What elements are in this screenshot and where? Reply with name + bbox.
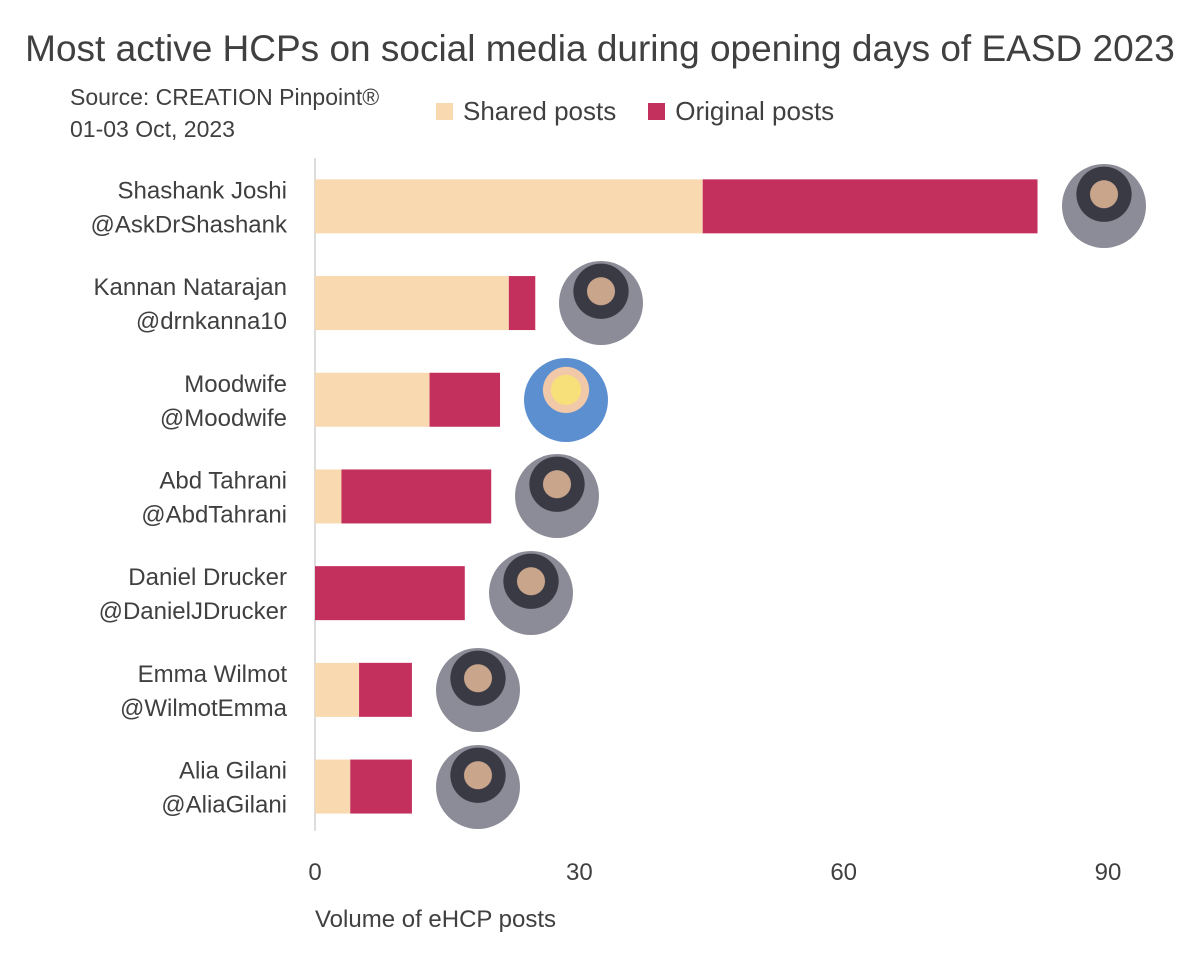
bar-original xyxy=(315,566,465,621)
chart-title: Most active HCPs on social media during … xyxy=(25,28,1175,69)
x-tick-label: 30 xyxy=(566,859,593,886)
legend-swatch-original xyxy=(648,102,666,120)
avatar xyxy=(559,261,644,346)
legend-swatch-shared xyxy=(436,102,453,120)
x-tick-label: 90 xyxy=(1095,859,1122,886)
category-label-handle: @AskDrShashank xyxy=(91,211,288,238)
avatar xyxy=(515,454,600,539)
category-label-handle: @Moodwife xyxy=(160,405,287,432)
avatar xyxy=(435,647,520,732)
category-label-handle: @DanielJDrucker xyxy=(99,598,287,625)
category-label-handle: @WilmotEmma xyxy=(120,695,288,722)
avatar xyxy=(1061,164,1146,249)
legend-item-original[interactable]: Original posts xyxy=(648,96,834,127)
category-label-handle: @AliaGilani xyxy=(161,792,287,819)
date-range-label: 01-03 Oct, 2023 xyxy=(70,116,235,142)
category-label-name: Moodwife xyxy=(184,371,287,398)
bar-shared xyxy=(315,179,703,234)
bar-shared xyxy=(315,662,360,717)
bar-original xyxy=(359,662,412,717)
bar-shared xyxy=(315,372,430,427)
legend-label-original: Original posts xyxy=(675,95,835,126)
bar-shared xyxy=(315,469,342,524)
bar-shared xyxy=(315,276,509,331)
category-label-handle: @AbdTahrani xyxy=(141,501,287,528)
bar-original xyxy=(350,759,412,814)
avatar xyxy=(524,357,609,442)
bar-original xyxy=(341,469,492,524)
category-label-name: Alia Gilani xyxy=(179,758,287,785)
x-tick-label: 0 xyxy=(308,859,321,886)
avatar xyxy=(488,551,573,636)
bar-original xyxy=(508,276,536,331)
legend-item-shared[interactable]: Shared posts xyxy=(436,96,616,127)
category-label-name: Abd Tahrani xyxy=(159,467,287,494)
category-label-name: Emma Wilmot xyxy=(138,661,288,688)
source-label: Source: CREATION Pinpoint® xyxy=(70,84,380,110)
bar-original xyxy=(429,372,501,427)
category-label-handle: @drnkanna10 xyxy=(136,308,287,335)
legend-label-shared: Shared posts xyxy=(463,95,617,126)
category-label-name: Daniel Drucker xyxy=(128,564,287,591)
avatar xyxy=(435,744,520,829)
legend: Shared posts Original posts xyxy=(436,94,866,128)
x-tick-label: 60 xyxy=(830,859,857,886)
category-label-name: Shashank Joshi xyxy=(118,177,287,204)
x-axis-title: Volume of eHCP posts xyxy=(315,906,556,933)
bar-shared xyxy=(315,759,351,814)
bar-original xyxy=(702,179,1038,234)
category-label-name: Kannan Natarajan xyxy=(94,274,287,301)
